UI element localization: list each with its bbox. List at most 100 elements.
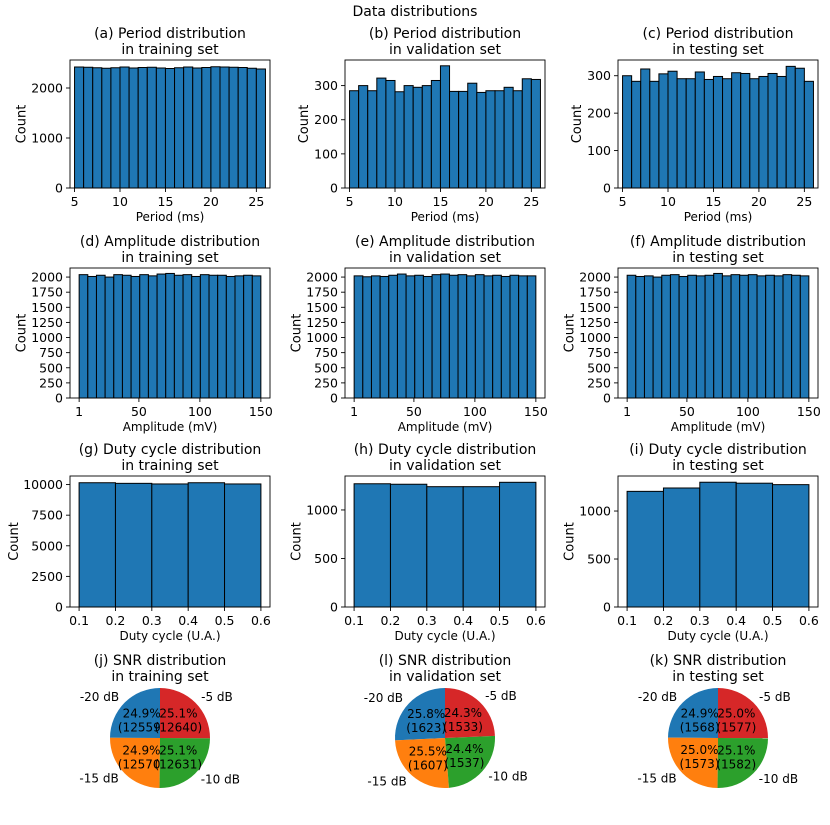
subplot-title: in validation set — [389, 250, 501, 266]
pie-category-label: -15 dB — [79, 772, 118, 786]
x-tick-label: 150 — [797, 404, 821, 419]
histogram-bar — [485, 90, 496, 189]
pie-count-label: (1568) — [680, 721, 720, 735]
histogram-bar — [430, 79, 441, 189]
x-tick-label: 0.5 — [215, 613, 235, 628]
histogram-bar — [678, 275, 689, 399]
histogram-bar — [494, 90, 505, 189]
y-tick-label: 100 — [587, 143, 611, 158]
x-tick-label: 50 — [406, 404, 422, 419]
y-tick-label: 1000 — [579, 330, 611, 345]
y-tick-label: 7500 — [31, 508, 63, 523]
histogram-bar — [765, 274, 775, 399]
y-tick-label: 1250 — [306, 315, 338, 330]
histogram-bar — [658, 73, 669, 189]
pie-slice — [160, 688, 210, 739]
histogram-bar — [414, 274, 424, 399]
x-tick-label: 0.1 — [69, 613, 89, 628]
histogram-bar — [385, 79, 396, 189]
y-tick-label: 1000 — [579, 504, 611, 519]
x-tick-label: 0.1 — [344, 613, 364, 628]
pie-percent-label: 25.1% — [159, 744, 197, 758]
pie-percent-label: 25.0% — [717, 707, 755, 721]
pie-slice — [110, 737, 160, 788]
y-tick-label: 1750 — [579, 285, 611, 300]
histogram-bar — [139, 274, 149, 399]
histogram-bar — [389, 483, 428, 608]
x-tick-label: 0.3 — [417, 613, 437, 628]
histogram-bar — [476, 91, 487, 189]
pie-slice — [445, 687, 495, 738]
histogram-bar — [349, 90, 360, 189]
pie-count-label: (1607) — [408, 759, 448, 773]
subplot-title: (l) SNR distribution — [379, 653, 512, 669]
histogram-bar — [422, 275, 433, 399]
y-tick-label: 0 — [55, 391, 63, 406]
histogram-bar — [92, 67, 103, 189]
subplot-title: in training set — [121, 458, 219, 474]
histogram-bar — [173, 274, 184, 399]
histogram-bar — [210, 66, 221, 189]
pie-category-label: -5 dB — [759, 690, 791, 704]
y-tick-label: 10000 — [23, 477, 63, 492]
x-tick-label: 0.3 — [142, 613, 162, 628]
histogram-bar — [353, 483, 391, 608]
histogram-bar — [243, 274, 253, 399]
histogram-bar — [704, 274, 715, 399]
y-tick-label: 1500 — [306, 300, 338, 315]
subplot-title: (b) Period distribution — [369, 26, 521, 42]
pie-count-label: (1577) — [716, 721, 756, 735]
histogram-bar — [128, 67, 139, 189]
y-tick-label: 0 — [55, 181, 63, 196]
x-tick-label: 10 — [660, 194, 676, 209]
histogram-bar — [137, 67, 148, 189]
x-tick-label: 50 — [131, 404, 147, 419]
pie-slice — [717, 738, 768, 788]
x-tick-label: 5 — [619, 194, 627, 209]
histogram-bar — [730, 274, 741, 399]
histogram-bar — [379, 275, 390, 399]
histogram-bar — [462, 486, 501, 608]
y-tick-label: 2000 — [306, 270, 338, 285]
histogram-bar — [234, 275, 245, 399]
histogram-bar — [164, 68, 176, 189]
y-tick-label: 2500 — [31, 569, 63, 584]
histogram-bar — [426, 486, 464, 608]
histogram-bar — [749, 78, 760, 189]
axes-frame — [617, 475, 819, 608]
histogram-bar — [228, 66, 239, 189]
histogram-bar — [358, 85, 369, 189]
histogram-bar — [219, 66, 230, 189]
pie-count-label: (1623) — [406, 721, 446, 735]
x-tick-label: 1 — [350, 404, 358, 419]
histogram-bar — [499, 481, 537, 608]
x-tick-label: 10 — [387, 194, 403, 209]
x-tick-label: 20 — [751, 194, 767, 209]
pie-slice — [668, 737, 718, 788]
histogram-bar — [667, 70, 678, 189]
histogram-bar — [500, 275, 511, 399]
histogram-bar — [661, 274, 671, 399]
histogram-bar — [396, 273, 407, 399]
pie-category-label: -15 dB — [367, 775, 406, 789]
pie-category-label: -20 dB — [364, 691, 403, 705]
histogram-bar — [662, 487, 701, 608]
histogram-bar — [794, 67, 805, 189]
histogram-bar — [83, 66, 94, 189]
histogram-bar — [626, 490, 664, 608]
y-tick-label: 1000 — [31, 131, 63, 146]
histogram-bar — [731, 72, 742, 189]
histogram-bar — [251, 275, 262, 399]
x-tick-label: 5 — [71, 194, 79, 209]
x-tick-label: 1 — [623, 404, 631, 419]
subplot-title: (d) Amplitude distribution — [80, 234, 260, 250]
histogram-bar — [225, 275, 236, 399]
x-tick-label: 5 — [346, 194, 354, 209]
y-tick-label: 0 — [330, 181, 338, 196]
histogram-bar — [458, 90, 469, 189]
pie-count-label: (12640) — [155, 721, 203, 735]
histogram-bar — [74, 66, 85, 189]
